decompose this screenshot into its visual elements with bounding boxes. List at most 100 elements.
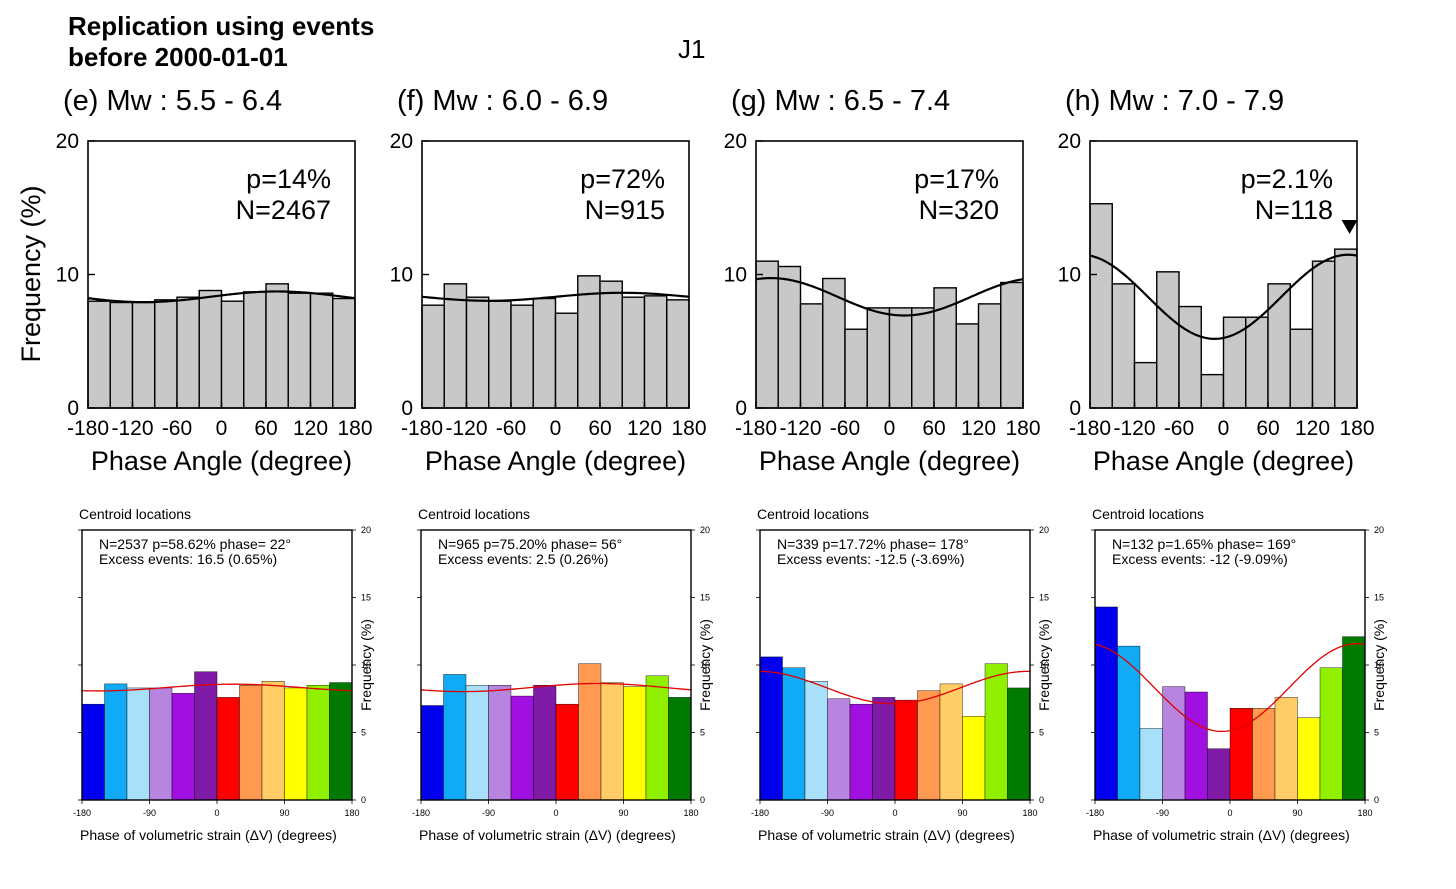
y-tick-label-centroid-1-0: 0 — [361, 795, 366, 805]
y-tick-label-centroid-4-4: 20 — [1374, 525, 1384, 535]
x-tick-label-h-3: 0 — [1218, 417, 1230, 440]
bar-centroid-3-7 — [917, 690, 941, 801]
fit-curve-h — [1089, 253, 1358, 340]
x-tick-label-h-1: -120 — [1113, 417, 1155, 440]
bar-g-4 — [844, 328, 868, 409]
bar-e-9 — [287, 292, 312, 409]
bar-e-1 — [109, 301, 134, 409]
top-row-y-axis-label: Frequency (%) — [16, 185, 46, 362]
x-axis-label-g: Phase Angle (degree) — [759, 446, 1020, 476]
y-tick-label-centroid-3-4: 20 — [1039, 525, 1049, 535]
bar-h-4 — [1178, 305, 1202, 409]
fit-curve-e — [87, 290, 356, 304]
n-count-e: N=2467 — [236, 195, 331, 225]
stat-summary-centroid-4: N=132 p=1.65% phase= 169° — [1112, 536, 1296, 552]
bar-e-11 — [332, 297, 356, 409]
bar-centroid-2-4 — [510, 695, 534, 801]
y-tick-label-h-1: 10 — [1058, 264, 1081, 287]
phase-marker-h — [1341, 220, 1358, 234]
x-tick-label-g-0: -180 — [735, 417, 777, 440]
bar-centroid-1-5 — [194, 671, 218, 801]
x-axis-label-centroid-2: Phase of volumetric strain (ΔV) (degrees… — [419, 827, 676, 843]
x-tick-label-centroid-3-1: -90 — [821, 808, 834, 818]
bar-f-0 — [421, 304, 445, 409]
panel-title-g: (g) Mw : 6.5 - 7.4 — [731, 85, 950, 117]
y-tick-label-g-2: 20 — [724, 130, 747, 153]
y-tick-label-centroid-2-1: 5 — [700, 728, 705, 738]
stat-summary-centroid-2: N=965 p=75.20% phase= 56° — [438, 536, 622, 552]
y-axis-label-centroid-4: Frequency (%) — [1371, 619, 1387, 711]
bar-centroid-1-6 — [216, 697, 240, 801]
x-tick-label-centroid-1-1: -90 — [143, 808, 156, 818]
bar-e-3 — [154, 299, 178, 409]
bar-f-4 — [510, 304, 534, 409]
bar-centroid-3-8 — [939, 683, 963, 801]
bar-centroid-2-2 — [465, 685, 489, 801]
bar-g-2 — [799, 303, 824, 409]
bar-centroid-4-0 — [1094, 606, 1118, 801]
stat-summary-centroid-1: N=2537 p=58.62% phase= 22° — [99, 536, 291, 552]
bar-f-9 — [621, 296, 646, 409]
bar-e-6 — [220, 300, 245, 409]
bar-f-2 — [465, 296, 490, 409]
x-tick-label-f-1: -120 — [445, 417, 487, 440]
y-tick-label-centroid-2-4: 20 — [700, 525, 710, 535]
bar-centroid-2-5 — [533, 685, 557, 801]
bar-centroid-4-4 — [1184, 691, 1208, 801]
bar-e-7 — [243, 291, 267, 409]
y-tick-label-centroid-4-1: 5 — [1374, 728, 1379, 738]
bar-e-8 — [265, 283, 289, 409]
bar-e-2 — [131, 301, 156, 409]
y-tick-label-centroid-4-0: 0 — [1374, 795, 1379, 805]
bar-centroid-4-6 — [1229, 708, 1253, 801]
x-tick-label-centroid-4-2: 0 — [1227, 808, 1232, 818]
bar-centroid-4-8 — [1274, 697, 1298, 801]
panel-title-h: (h) Mw : 7.0 - 7.9 — [1065, 85, 1284, 117]
panel-title-e: (e) Mw : 5.5 - 6.4 — [63, 85, 282, 117]
bar-e-0 — [87, 300, 111, 409]
x-tick-label-centroid-1-2: 0 — [214, 808, 219, 818]
bar-f-8 — [599, 280, 623, 409]
bar-centroid-1-11 — [329, 682, 353, 801]
bar-h-0 — [1089, 203, 1113, 409]
bar-centroid-1-8 — [261, 681, 285, 801]
x-tick-label-centroid-3-0: -180 — [751, 808, 769, 818]
x-tick-label-centroid-4-4: 180 — [1357, 808, 1372, 818]
bar-h-8 — [1267, 283, 1291, 409]
x-tick-label-centroid-3-3: 90 — [957, 808, 967, 818]
bar-g-8 — [933, 287, 957, 409]
y-tick-label-centroid-1-4: 20 — [361, 525, 371, 535]
y-tick-label-e-0: 0 — [67, 397, 79, 420]
bar-centroid-4-11 — [1342, 636, 1366, 801]
bar-f-6 — [554, 312, 579, 409]
bar-centroid-3-5 — [872, 697, 896, 801]
fit-curve-centroid-4 — [1094, 643, 1366, 733]
x-tick-label-e-3: 0 — [216, 417, 228, 440]
bar-centroid-3-2 — [804, 681, 828, 801]
x-tick-label-centroid-2-2: 0 — [553, 808, 558, 818]
x-tick-label-e-4: 60 — [254, 417, 277, 440]
x-axis-label-centroid-4: Phase of volumetric strain (ΔV) (degrees… — [1093, 827, 1350, 843]
p-value-e: p=14% — [246, 164, 331, 194]
x-tick-label-centroid-4-3: 90 — [1292, 808, 1302, 818]
x-tick-label-f-2: -60 — [496, 417, 526, 440]
bar-g-7 — [911, 307, 935, 409]
bar-h-2 — [1133, 361, 1158, 409]
x-tick-label-g-1: -120 — [779, 417, 821, 440]
p-value-g: p=17% — [914, 164, 999, 194]
bar-f-5 — [532, 297, 557, 409]
x-tick-label-e-0: -180 — [67, 417, 109, 440]
bar-centroid-4-2 — [1139, 728, 1163, 801]
x-axis-label-centroid-3: Phase of volumetric strain (ΔV) (degrees… — [758, 827, 1015, 843]
x-tick-label-centroid-2-4: 180 — [683, 808, 698, 818]
y-tick-label-centroid-2-0: 0 — [700, 795, 705, 805]
bar-centroid-1-7 — [239, 685, 263, 801]
bar-h-7 — [1245, 316, 1269, 409]
x-tick-label-g-6: 180 — [1005, 417, 1040, 440]
x-tick-label-f-0: -180 — [401, 417, 443, 440]
y-tick-label-centroid-4-3: 15 — [1374, 593, 1384, 603]
panel-title-f: (f) Mw : 6.0 - 6.9 — [397, 85, 608, 117]
fit-curve-g — [755, 276, 1024, 317]
bar-centroid-2-6 — [555, 703, 579, 801]
